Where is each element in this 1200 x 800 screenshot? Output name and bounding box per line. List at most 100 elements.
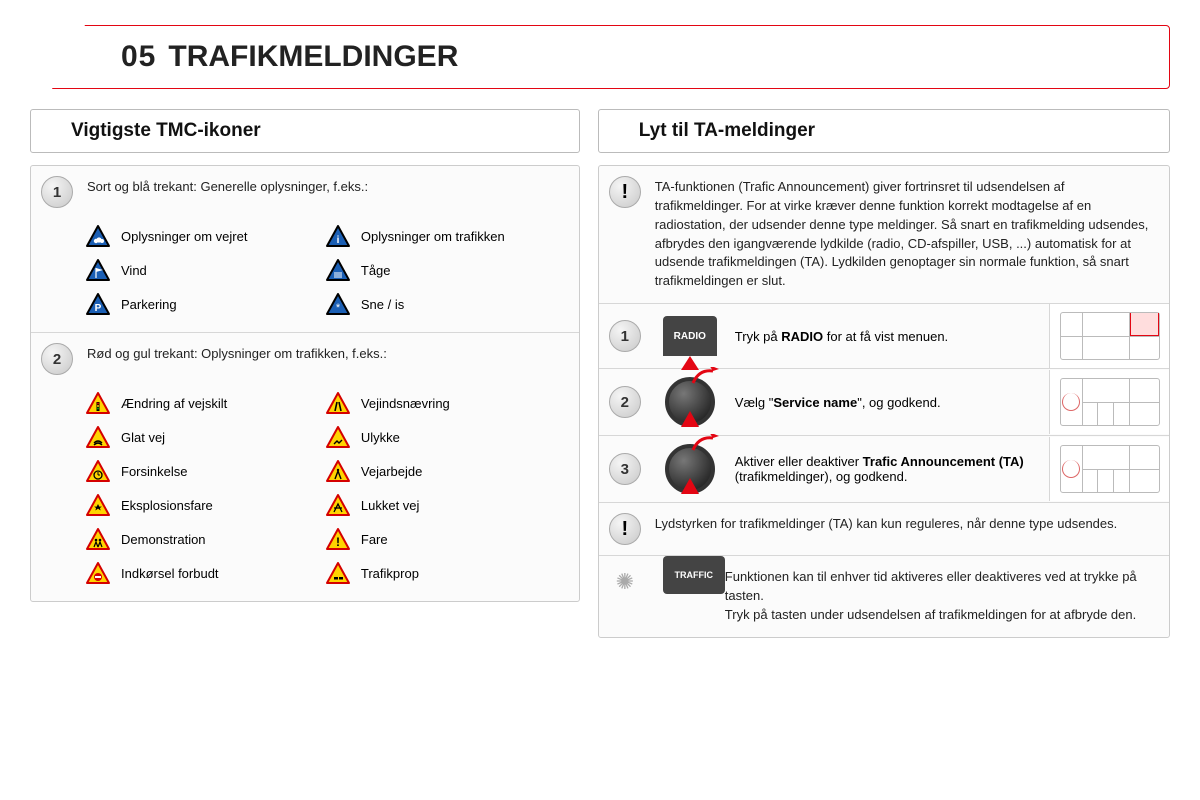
triangle-noentry-icon bbox=[85, 561, 111, 585]
icon-item: Oplysninger om vejret bbox=[85, 224, 325, 248]
icon-label: Trafikprop bbox=[361, 566, 419, 581]
svg-text:i: i bbox=[337, 235, 340, 246]
icon-item: Indkørsel forbudt bbox=[85, 561, 325, 585]
icon-label: Indkørsel forbudt bbox=[121, 566, 219, 581]
group2-header-row: 2 Rød og gul trekant: Oplysninger om tra… bbox=[31, 332, 579, 385]
console-diagram bbox=[1049, 370, 1169, 434]
triangle-P-icon: P bbox=[85, 292, 111, 316]
tmc-panel: 1 Sort og blå trekant: Generelle oplysni… bbox=[30, 165, 580, 602]
step3-text: Aktiver eller deaktiver Trafic Announcem… bbox=[725, 444, 1049, 494]
svg-text:P: P bbox=[95, 303, 102, 314]
left-header: Vigtigste TMC-ikoner bbox=[30, 109, 580, 153]
triangle-narrow-icon bbox=[325, 391, 351, 415]
press-arrow-icon bbox=[681, 411, 699, 427]
triangle-info-icon: i bbox=[325, 224, 351, 248]
icon-item: i Oplysninger om trafikken bbox=[325, 224, 565, 248]
step-badge: 1 bbox=[609, 320, 641, 352]
triangle-crash-icon bbox=[325, 425, 351, 449]
right-column: Lyt til TA-meldinger ! TA-funktionen (Tr… bbox=[598, 109, 1170, 650]
icon-item: Ulykke bbox=[325, 425, 565, 449]
icon-label: Demonstration bbox=[121, 532, 206, 547]
icon-item: Trafikprop bbox=[325, 561, 565, 585]
ta-step-2: 2 Vælg "Service name", og godkend. bbox=[599, 368, 1169, 435]
ta-intro-row: ! TA-funktionen (Trafic Announcement) gi… bbox=[599, 166, 1169, 303]
press-arrow-icon bbox=[681, 478, 699, 494]
rotate-arrow-icon bbox=[691, 434, 719, 454]
step-badge: 2 bbox=[609, 386, 641, 418]
knob-graphic bbox=[655, 436, 725, 502]
icon-item: Vejarbejde bbox=[325, 459, 565, 483]
triangle-work-icon bbox=[325, 459, 351, 483]
page-title-bar: 05TRAFIKMELDINGER bbox=[30, 25, 1170, 89]
icon-item: Ændring af vejskilt bbox=[85, 391, 325, 415]
console-diagram bbox=[1049, 304, 1169, 368]
icon-label: Oplysninger om trafikken bbox=[361, 229, 505, 244]
section-number: 05 bbox=[121, 40, 156, 73]
icon-label: Ulykke bbox=[361, 430, 400, 445]
icon-item: Demonstration bbox=[85, 527, 325, 551]
icon-item: Forsinkelse bbox=[85, 459, 325, 483]
rotary-knob-icon bbox=[665, 444, 715, 494]
icon-label: Vejarbejde bbox=[361, 464, 422, 479]
step1-text: Tryk på RADIO for at få vist menuen. bbox=[725, 319, 1049, 354]
ta-panel: ! TA-funktionen (Trafic Announcement) gi… bbox=[598, 165, 1170, 638]
icon-item: Tåge bbox=[325, 258, 565, 282]
triangle-closed-icon bbox=[325, 493, 351, 517]
triangle-fog-icon bbox=[325, 258, 351, 282]
icon-item: Vind bbox=[85, 258, 325, 282]
step2-text: Vælg "Service name", og godkend. bbox=[725, 385, 1049, 420]
info-badge-icon: ! bbox=[609, 513, 641, 545]
icon-label: Ændring af vejskilt bbox=[121, 396, 227, 411]
icon-item: * Sne / is bbox=[325, 292, 565, 316]
icon-label: Fare bbox=[361, 532, 388, 547]
page-title: 05TRAFIKMELDINGER bbox=[121, 40, 1129, 74]
icon-item: ! Fare bbox=[325, 527, 565, 551]
step-badge: 2 bbox=[41, 343, 73, 375]
svg-text:*: * bbox=[336, 302, 341, 314]
triangle-clock-icon bbox=[85, 459, 111, 483]
ta-tip-row: ✺ TRAFFIC Funktionen kan til enhver tid … bbox=[599, 555, 1169, 637]
icon-label: Tåge bbox=[361, 263, 391, 278]
step-badge: 3 bbox=[609, 453, 641, 485]
icon-label: Eksplosionsfare bbox=[121, 498, 213, 513]
triangle-excl-icon: ! bbox=[325, 527, 351, 551]
icon-label: Vind bbox=[121, 263, 147, 278]
ta-intro-text: TA-funktionen (Trafic Announcement) give… bbox=[655, 166, 1169, 303]
icon-item: Glat vej bbox=[85, 425, 325, 449]
triangle-jam-icon bbox=[325, 561, 351, 585]
ta-tip-text: Funktionen kan til enhver tid aktiveres … bbox=[725, 556, 1169, 637]
info-badge-icon: ! bbox=[609, 176, 641, 208]
rotate-arrow-icon bbox=[691, 367, 719, 387]
icon-label: Oplysninger om vejret bbox=[121, 229, 247, 244]
knob-graphic bbox=[655, 369, 725, 435]
ta-note-text: Lydstyrken for trafikmeldinger (TA) kan … bbox=[655, 503, 1169, 546]
triangle-flag-icon bbox=[85, 258, 111, 282]
triangle-cloud-icon bbox=[85, 224, 111, 248]
ta-step-3: 3 Aktiver eller deaktiver Trafic Announc… bbox=[599, 435, 1169, 502]
icon-label: Vejindsnævring bbox=[361, 396, 450, 411]
icon-label: Forsinkelse bbox=[121, 464, 187, 479]
icon-label: Glat vej bbox=[121, 430, 165, 445]
console-diagram bbox=[1049, 437, 1169, 501]
triangle-people-icon bbox=[85, 527, 111, 551]
icon-item: Eksplosionsfare bbox=[85, 493, 325, 517]
right-header: Lyt til TA-meldinger bbox=[598, 109, 1170, 153]
icon-label: Sne / is bbox=[361, 297, 404, 312]
rotary-knob-icon bbox=[665, 377, 715, 427]
icon-item: Lukket vej bbox=[325, 493, 565, 517]
radio-button-icon: RADIO bbox=[663, 316, 717, 356]
ta-note-row: ! Lydstyrken for trafikmeldinger (TA) ka… bbox=[599, 502, 1169, 555]
group1-intro: Sort og blå trekant: Generelle oplysning… bbox=[87, 166, 579, 209]
icon-grid-blue: Oplysninger om vejret i Oplysninger om tra… bbox=[31, 218, 579, 332]
icon-label: Parkering bbox=[121, 297, 177, 312]
radio-button-graphic: RADIO bbox=[655, 308, 725, 364]
group1-header-row: 1 Sort og blå trekant: Generelle oplysni… bbox=[31, 166, 579, 218]
icon-grid-warn: Ændring af vejskilt Vejindsnævring Glat ve… bbox=[31, 385, 579, 601]
triangle-blast-icon bbox=[85, 493, 111, 517]
tip-bulb-icon: ✺ bbox=[609, 566, 641, 598]
triangle-skid-icon bbox=[85, 425, 111, 449]
svg-text:!: ! bbox=[336, 535, 340, 549]
icon-item: P Parkering bbox=[85, 292, 325, 316]
triangle-snow-icon: * bbox=[325, 292, 351, 316]
icon-label: Lukket vej bbox=[361, 498, 420, 513]
